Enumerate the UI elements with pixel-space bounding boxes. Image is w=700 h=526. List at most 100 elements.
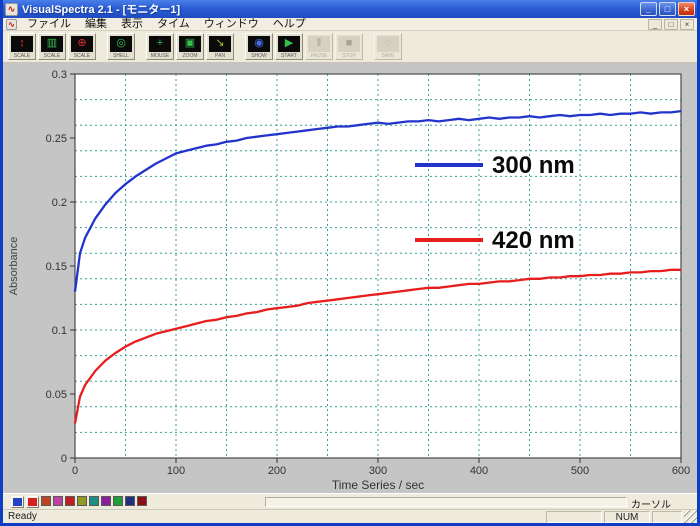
x-tick-label: 200: [268, 465, 286, 477]
cursor-mode-label: カーソル: [631, 500, 671, 511]
bottom-toolbar-lane: カーソル: [3, 493, 697, 511]
y-tick-label: 0.25: [46, 133, 67, 145]
show-button[interactable]: ◉ SHOW: [245, 33, 273, 60]
toolbar-button-label: SHOW: [251, 52, 267, 59]
series-color-swatch-7[interactable]: [101, 496, 111, 506]
toolbar-button-label: SCALE: [13, 52, 31, 59]
series-color-swatch-2[interactable]: [41, 496, 51, 506]
x-tick-label: 600: [672, 465, 690, 477]
toolbar-strip: [265, 497, 627, 507]
legend-label-420nm: 420 nm: [492, 227, 575, 254]
series-curve-420nm: [73, 268, 681, 424]
pause-icon: ‖: [308, 35, 330, 52]
pause-button: ‖ PAUSE: [305, 33, 333, 60]
mdi-restore-button[interactable]: □: [664, 18, 678, 30]
series-color-swatch-5[interactable]: [77, 496, 87, 506]
mdi-minimize-button[interactable]: _: [648, 18, 662, 30]
pan-button[interactable]: ↘ PAN: [206, 33, 234, 60]
save-icon: ◌: [377, 35, 399, 52]
series-color-swatch-4[interactable]: [65, 496, 75, 506]
toolbar-button-label: PAUSE: [310, 52, 328, 59]
toolbar-button-label: SHELL: [113, 52, 129, 59]
legend-label-300nm: 300 nm: [492, 152, 575, 179]
resize-grip[interactable]: [684, 510, 697, 523]
menu-item-0[interactable]: ファイル: [27, 17, 71, 30]
mdi-window-buttons: _ □ ×: [646, 18, 697, 30]
app-icon: ∿: [5, 2, 18, 16]
menu-item-3[interactable]: タイム: [157, 17, 190, 30]
x-axis-title: Time Series / sec: [332, 478, 424, 492]
toolbar-button-label: MOUSE: [150, 52, 170, 59]
scale-xy-button[interactable]: ⊕ SCALE: [68, 33, 96, 60]
y-axis-title: Absorbance: [8, 237, 20, 296]
cursor-icon: +: [149, 35, 171, 52]
toolbar-button-label: PAN: [215, 52, 225, 59]
stop-icon: ■: [338, 35, 360, 52]
mdi-close-button[interactable]: ×: [680, 18, 694, 30]
show-icon: ◉: [248, 35, 270, 52]
status-ready-text: Ready: [8, 511, 37, 522]
x-tick-label: 0: [72, 465, 78, 477]
menu-items: ファイル 編集 表示 タイム ウィンドウ ヘルプ: [20, 18, 313, 31]
scale-y-button[interactable]: ↕ SCALE: [8, 33, 36, 60]
save-button: ◌ SAVE: [374, 33, 402, 60]
toolbar-button-label: SCALE: [73, 52, 91, 59]
menu-item-4[interactable]: ウィンドウ: [203, 17, 259, 30]
scale-auto-button[interactable]: ▥ SCALE: [38, 33, 66, 60]
swatch-color: [13, 498, 22, 506]
maximize-button[interactable]: □: [659, 2, 676, 16]
menu-item-2[interactable]: 表示: [121, 17, 143, 30]
toolbar-button-label: STOP: [342, 52, 356, 59]
series-color-swatch-9[interactable]: [125, 496, 135, 506]
series-color-swatch-10[interactable]: [137, 496, 147, 506]
minimize-button[interactable]: _: [640, 2, 657, 16]
start-icon: ▶: [278, 35, 300, 52]
toolbar-button-label: START: [281, 52, 297, 59]
menu-item-1[interactable]: 編集: [85, 17, 107, 30]
series-color-palette: [11, 496, 149, 508]
scale-auto-icon: ▥: [41, 35, 63, 52]
menu-bar: ∿ ファイル 編集 表示 タイム ウィンドウ ヘルプ _ □ ×: [3, 18, 697, 31]
series-color-swatch-0[interactable]: [11, 496, 24, 508]
scale-y-icon: ↕: [11, 35, 33, 52]
title-bar[interactable]: ∿ VisualSpectra 2.1 - [モニター1] _ □ ×: [3, 0, 697, 18]
absorbance-time-chart[interactable]: 0 0.05 0.1 0.15 0.2 0.25 0.3 0 100 200 300 400 500 60…: [3, 63, 697, 493]
series-color-swatch-6[interactable]: [89, 496, 99, 506]
toolbar-button-label: SCALE: [43, 52, 61, 59]
pan-icon: ↘: [209, 35, 231, 52]
series-color-swatch-3[interactable]: [53, 496, 63, 506]
zoom-icon: ▣: [179, 35, 201, 52]
toolbar-button-label: SAVE: [381, 52, 395, 59]
y-tick-label: 0.15: [46, 261, 67, 273]
cursor-button[interactable]: + MOUSE: [146, 33, 174, 60]
shell-icon: ◎: [110, 35, 132, 52]
x-tick-label: 100: [167, 465, 185, 477]
toolbar: ↕ SCALE ▥ SCALE ⊕ SCALE ◎ SHELL + MOUSE ▣ ZOOM ↘ PAN ◉…: [3, 31, 697, 63]
shell-button[interactable]: ◎ SHELL: [107, 33, 135, 60]
menu-item-5[interactable]: ヘルプ: [272, 17, 306, 30]
start-button[interactable]: ▶ START: [275, 33, 303, 60]
window-title: VisualSpectra 2.1 - [モニター1]: [22, 4, 181, 16]
status-pane-empty-1: [546, 510, 602, 523]
series-color-swatch-1[interactable]: [26, 496, 39, 508]
x-tick-label: 400: [470, 465, 488, 477]
y-tick-label: 0: [61, 453, 67, 465]
close-button[interactable]: ×: [678, 2, 695, 16]
y-tick-label: 0.3: [52, 69, 67, 81]
zoom-button[interactable]: ▣ ZOOM: [176, 33, 204, 60]
y-tick-label: 0.1: [52, 325, 67, 337]
chart-area: 0 0.05 0.1 0.15 0.2 0.25 0.3 0 100 200 300 400 500 60…: [3, 63, 697, 493]
swatch-color: [28, 498, 37, 506]
x-tick-label: 300: [369, 465, 387, 477]
y-tick-label: 0.2: [52, 197, 67, 209]
monitor-window-icon: ∿: [6, 18, 17, 30]
y-tick-label: 0.05: [46, 389, 67, 401]
status-bar: Ready NUM: [3, 509, 697, 523]
toolbar-button-label: ZOOM: [182, 52, 198, 59]
series-color-swatch-8[interactable]: [113, 496, 123, 506]
series-curve-300nm: [73, 109, 682, 292]
x-tick-label: 500: [571, 465, 589, 477]
status-pane-empty-2: [652, 510, 682, 523]
stop-button: ■ STOP: [335, 33, 363, 60]
